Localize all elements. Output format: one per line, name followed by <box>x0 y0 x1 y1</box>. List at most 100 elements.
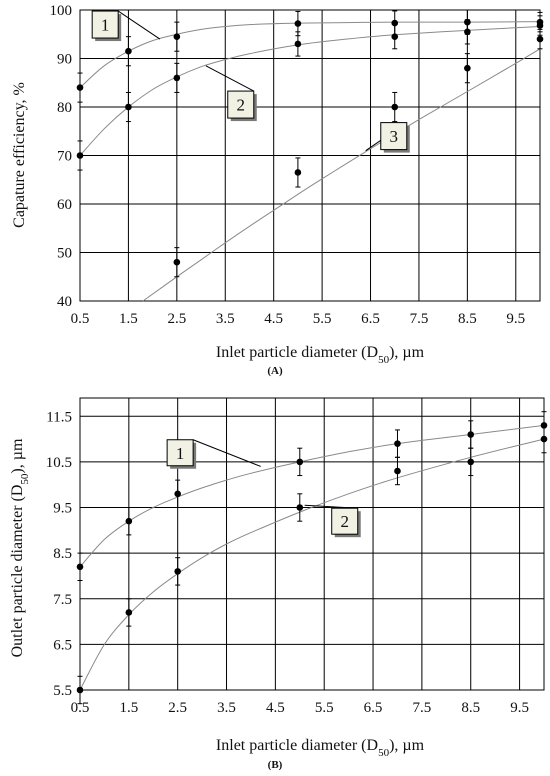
callout-box <box>91 10 119 39</box>
callout-label: 1 <box>101 16 110 35</box>
data-marker <box>125 47 132 55</box>
chart-a-callouts: 1 2 3 <box>91 10 410 153</box>
chart-a-series-1-point <box>125 36 132 67</box>
chart-b-series-2-point <box>467 447 475 477</box>
chart-b-x-tick-label: 4.5 <box>266 700 285 716</box>
callout-label: 3 <box>390 127 399 146</box>
chart-a-x-tick-label: 5.5 <box>313 311 332 327</box>
chart-b-y-tick-label: 5.5 <box>53 683 72 699</box>
chart-a-series-3-point <box>536 28 544 50</box>
callout-leader <box>192 439 261 467</box>
chart-a-y-tick-label: 80 <box>57 100 72 116</box>
chart-a-x-tick-label: 1.5 <box>119 311 138 327</box>
data-marker <box>76 84 84 91</box>
chart-a-series-3-point <box>391 91 399 123</box>
chart-b-callouts: 12 <box>166 439 361 538</box>
chart-a-callout-1: 1 <box>91 10 161 42</box>
callout-box <box>166 439 194 467</box>
chart-a-series-3-point <box>294 157 302 188</box>
data-marker <box>294 20 302 27</box>
chart-a-x-axis-label: Inlet particle diameter (D50), µm <box>216 344 425 366</box>
data-marker <box>294 169 302 176</box>
chart-a-x-tick-label: 9.5 <box>506 311 525 327</box>
chart-b-series-2-point <box>394 456 401 486</box>
data-marker <box>394 440 401 447</box>
data-marker <box>125 517 133 525</box>
chart-b-grid <box>79 398 544 691</box>
data-marker <box>173 74 181 82</box>
chart-b-panel-label: (B) <box>268 759 283 771</box>
chart-b-series-2-curve <box>79 438 545 691</box>
chart-b-curves <box>79 424 545 691</box>
chart-b-x-tick-label: 6.5 <box>364 700 383 716</box>
chart-a-callout-2: 2 <box>205 65 257 122</box>
chart-b-callout-1: 1 <box>166 439 261 469</box>
chart-a-y-tick-label: 40 <box>57 294 72 310</box>
chart-b-x-tick-label: 3.5 <box>217 700 236 716</box>
data-marker <box>296 504 304 511</box>
callout-leader <box>117 10 161 40</box>
chart-b-series-2-point <box>296 493 304 522</box>
chart-b-y-tick-label: 6.5 <box>53 637 72 653</box>
chart-b-y-tick-label: 11.5 <box>46 409 72 425</box>
data-marker <box>467 431 475 438</box>
chart-a-series-2-curve <box>79 26 541 156</box>
chart-a-y-ticks: 40 50 60 70 80 90 100 <box>50 3 73 310</box>
chart-a-y-axis-label: Capature efficiency, % <box>11 82 28 228</box>
data-marker <box>174 490 181 498</box>
data-marker <box>173 33 181 40</box>
chart-b-x-tick-label: 0.5 <box>71 700 90 716</box>
callout-box <box>380 122 408 151</box>
chart-b-series-1-point <box>394 429 401 458</box>
chart-a-x-tick-label: 8.5 <box>458 311 477 327</box>
chart-a-x-ticks: 0.5 1.5 2.5 3.5 4.5 5.5 6.5 7.5 8.5 9.5 <box>71 311 526 327</box>
data-marker <box>76 152 84 159</box>
chart-b-series-1-point <box>174 479 181 508</box>
data-marker <box>391 103 399 111</box>
data-marker <box>125 103 132 111</box>
data-marker <box>536 35 544 43</box>
callout-label: 2 <box>237 96 246 115</box>
chart-b-x-tick-label: 7.5 <box>413 700 432 716</box>
chart-a: 1 2 3 0.5 1.5 2.5 3.5 4.5 5.5 6.5 7.5 8.5 9.5 40 50 6… <box>11 3 544 377</box>
chart-b-x-tick-label: 2.5 <box>168 700 187 716</box>
chart-a-series-2-point <box>125 91 132 123</box>
chart-a-series-3-curve <box>142 48 541 302</box>
chart-b-x-tick-label: 1.5 <box>119 700 138 716</box>
chart-a-series-1-point <box>294 10 302 37</box>
chart-a-series-3-point <box>464 53 471 84</box>
chart-b: 12 0.5 1.5 2.5 3.5 4.5 5.5 6.5 7.5 8.5 9.5 5.56.5… <box>9 397 548 771</box>
chart-a-x-tick-label: 6.5 <box>361 311 380 327</box>
data-marker <box>174 568 181 575</box>
chart-b-y-axis-label: Outlet particle diameter (D50), µm <box>9 438 31 657</box>
data-marker <box>296 458 304 466</box>
chart-b-series-1-curve <box>79 424 545 568</box>
chart-a-series-2-point <box>464 19 471 45</box>
chart-b-series-2-point <box>125 598 133 627</box>
chart-a-x-tick-label: 3.5 <box>216 311 235 327</box>
callout-label: 2 <box>340 512 349 531</box>
chart-b-y-ticks: 5.5 6.5 7.5 8.5 9.5 10.5 11.5 <box>46 409 72 699</box>
data-marker <box>464 28 471 36</box>
chart-a-series-2-point <box>391 24 399 50</box>
chart-a-series-2-point <box>173 62 181 93</box>
chart-b-series-1-point <box>125 507 133 536</box>
chart-b-plot-area <box>79 397 545 691</box>
chart-b-y-tick-label: 7.5 <box>53 592 72 608</box>
chart-a-x-tick-label: 7.5 <box>410 311 429 327</box>
chart-b-x-ticks: 0.5 1.5 2.5 3.5 4.5 5.5 6.5 7.5 8.5 9.5 <box>71 700 529 716</box>
chart-a-points <box>76 9 544 278</box>
chart-a-y-tick-label: 100 <box>50 3 73 19</box>
chart-b-x-tick-label: 5.5 <box>315 700 334 716</box>
chart-b-y-tick-label: 10.5 <box>46 455 72 471</box>
chart-a-series-2-point <box>294 31 302 57</box>
chart-b-series-1-point <box>296 447 304 477</box>
chart-a-callout-3: 3 <box>365 122 410 153</box>
chart-a-y-tick-label: 50 <box>57 246 72 262</box>
chart-a-panel-label: (A) <box>267 365 283 377</box>
chart-a-series-1-point <box>76 72 84 103</box>
chart-a-series-2-point <box>76 140 84 171</box>
callout-leader <box>205 65 254 92</box>
chart-a-y-tick-label: 60 <box>57 197 72 213</box>
